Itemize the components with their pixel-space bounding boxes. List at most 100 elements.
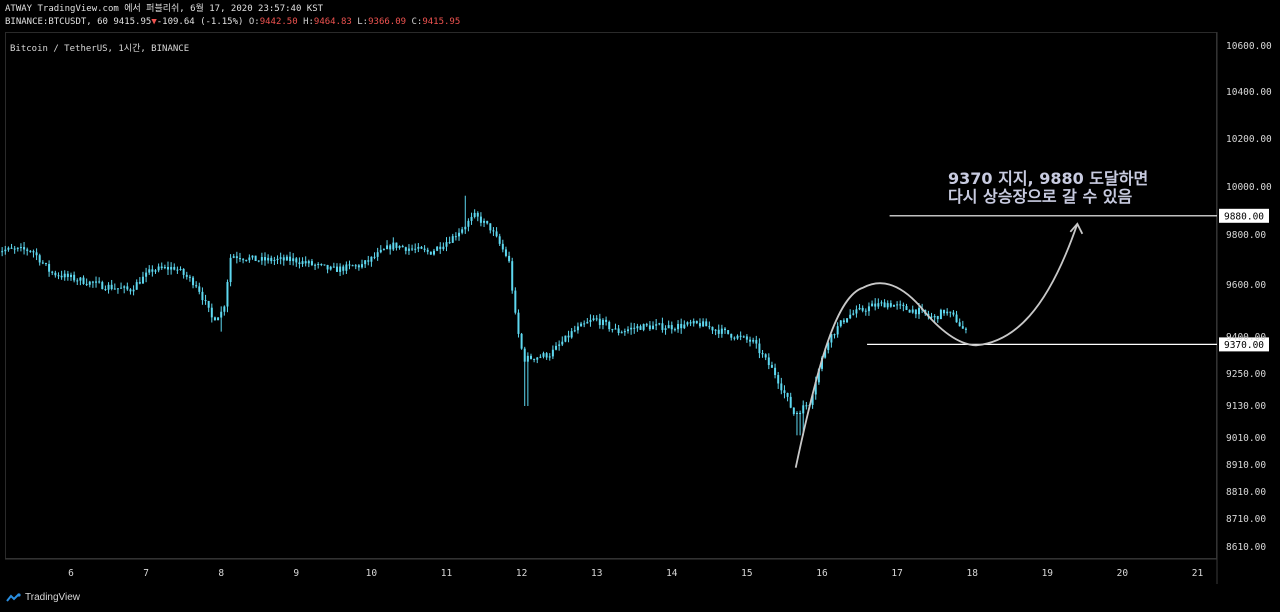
candle-body <box>830 334 833 343</box>
ohlc-bar: BINANCE:BTCUSDT, 60 9415.95▼-109.64 (-1.… <box>5 17 460 28</box>
candle-body <box>389 245 392 250</box>
price-tick-label: 9800.00 <box>1226 230 1266 241</box>
candle-body <box>526 355 529 362</box>
candle-body <box>933 316 936 318</box>
candle-body <box>501 243 504 250</box>
candle-body <box>683 324 686 329</box>
candle-body <box>13 248 16 250</box>
price-axis[interactable]: 10600.00 10400.00 10200.00 10000.00 9800.00 9… <box>1226 41 1272 553</box>
candle-body <box>799 412 802 414</box>
candle-body <box>66 273 69 277</box>
candle-body <box>702 321 705 327</box>
candle-body <box>110 284 113 290</box>
candle-body <box>833 334 836 336</box>
candle-body <box>289 256 292 262</box>
candle-body <box>495 231 498 237</box>
publish-info: ATWAY TradingView.com 에서 퍼블리쉬, 6월 17, 20… <box>5 4 324 14</box>
candle-body <box>864 310 867 312</box>
candle-body <box>254 255 257 262</box>
candle-body <box>558 344 561 346</box>
candle-body <box>695 321 698 324</box>
candle-body <box>548 356 551 358</box>
candle-body <box>323 264 326 266</box>
time-tick-label: 21 <box>1192 568 1204 579</box>
candle-body <box>163 267 166 269</box>
time-axis[interactable]: 6 7 8 9 10 11 12 13 14 15 16 17 18 19 20 21 <box>68 568 1203 579</box>
candle-body <box>952 312 955 315</box>
candle-body <box>382 249 385 251</box>
candle-body <box>883 302 886 308</box>
candle-body <box>939 309 942 320</box>
forecast-arrow-head-icon <box>1069 222 1084 235</box>
candle-body <box>367 260 370 262</box>
candle-body <box>120 287 123 289</box>
candle-body <box>520 333 523 349</box>
candle-body <box>285 256 288 261</box>
candle-body <box>855 309 858 314</box>
candle-body <box>379 249 382 253</box>
candle-body <box>182 268 185 275</box>
candle-body <box>533 358 536 360</box>
candle-body <box>426 249 429 252</box>
candle-body <box>442 246 445 250</box>
candle-body <box>248 257 251 261</box>
candle-body <box>282 257 285 261</box>
candle-body <box>529 355 532 359</box>
candle-body <box>777 375 780 384</box>
price-tick-label: 9010.00 <box>1226 433 1266 444</box>
time-tick-label: 17 <box>891 568 902 579</box>
candle-body <box>964 328 967 330</box>
candle-body <box>536 357 539 360</box>
candle-body <box>116 288 119 290</box>
candle-body <box>439 246 442 250</box>
candle-body <box>755 339 758 344</box>
candle-body <box>698 323 701 327</box>
candle-body <box>892 305 895 307</box>
candle-body <box>736 335 739 339</box>
time-tick-label: 10 <box>366 568 378 579</box>
candle-body <box>326 264 329 270</box>
candle-body <box>107 284 110 290</box>
candle-body <box>361 264 364 268</box>
candle-body <box>708 326 711 328</box>
high-value: 9464.83 <box>313 17 352 27</box>
candle-body <box>648 325 651 330</box>
candle-body <box>827 342 830 351</box>
candle-body <box>223 306 226 312</box>
candle-body <box>592 318 595 321</box>
candle-body <box>267 257 270 261</box>
candle-body <box>235 256 238 259</box>
candle-body <box>849 314 852 319</box>
candle-body <box>614 328 617 330</box>
candle-body <box>511 261 514 291</box>
candle-body <box>961 326 964 329</box>
candle-body <box>257 260 260 262</box>
candle-body <box>789 396 792 408</box>
candle-body <box>714 329 717 331</box>
candle-body <box>348 264 351 266</box>
candle-body <box>157 266 160 271</box>
candle-body <box>41 262 44 264</box>
candle-body <box>251 255 254 258</box>
candle-body <box>623 331 626 333</box>
candle-body <box>417 246 420 249</box>
candle-body <box>717 329 720 334</box>
price-tick-label: 10000.00 <box>1226 182 1272 193</box>
candle-body <box>861 307 864 311</box>
candle-body <box>946 311 949 314</box>
candle-body <box>414 248 417 250</box>
price-tick-label: 10600.00 <box>1226 41 1272 52</box>
candle-body <box>4 249 7 252</box>
candle-body <box>188 276 191 278</box>
candle-body <box>48 264 51 272</box>
candle-body <box>7 247 10 250</box>
candle-body <box>54 272 57 276</box>
candle-body <box>320 263 323 265</box>
candle-body <box>104 289 107 291</box>
candle-body <box>376 252 379 257</box>
candle-body <box>195 285 198 287</box>
time-tick-label: 16 <box>816 568 828 579</box>
forecast-curve[interactable] <box>794 223 1079 468</box>
candle-body <box>936 316 939 320</box>
